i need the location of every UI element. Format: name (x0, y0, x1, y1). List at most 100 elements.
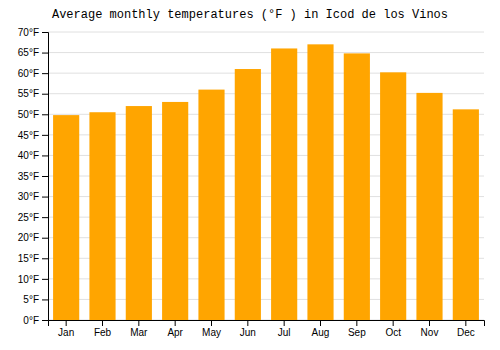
y-tick-label: 5°F (23, 294, 39, 305)
y-tick-mark (42, 135, 48, 136)
y-tick: 30°F (18, 191, 48, 202)
y-tick-label: 50°F (18, 109, 39, 120)
x-tick: Nov (421, 320, 439, 338)
y-tick-mark (42, 53, 48, 54)
y-tick-mark (42, 238, 48, 239)
bar (307, 44, 333, 320)
y-tick-mark (42, 94, 48, 95)
y-tick-label: 30°F (18, 191, 39, 202)
y-tick-mark (42, 114, 48, 115)
y-tick: 25°F (18, 212, 48, 223)
y-tick-label: 0°F (23, 315, 39, 326)
x-axis: JanFebMarAprMayJunJulAugSepOctNovDec (49, 320, 485, 338)
x-tick: Dec (457, 320, 475, 338)
y-tick-label: 70°F (18, 27, 39, 38)
y-tick-mark (42, 258, 48, 259)
x-tick-label: Jan (58, 327, 74, 338)
y-tick: 35°F (18, 171, 48, 182)
x-tick-mark (211, 320, 212, 326)
y-tick-label: 15°F (18, 253, 39, 264)
y-tick-label: 35°F (18, 171, 39, 182)
title: Average monthly temperatures (°F ) in Ic… (52, 8, 448, 22)
bar (380, 72, 406, 320)
bars (53, 44, 479, 320)
x-tick: Jul (278, 320, 291, 338)
bar (89, 112, 115, 320)
x-tick-label: Aug (312, 327, 330, 338)
y-tick-mark (42, 32, 48, 33)
y-tick-mark (42, 299, 48, 300)
bar (416, 93, 442, 320)
x-tick-label: Jun (240, 327, 256, 338)
grid-line (48, 32, 484, 33)
bar (271, 48, 297, 320)
y-tick-mark (42, 279, 48, 280)
x-tick-label: May (202, 327, 221, 338)
y-tick-label: 20°F (18, 232, 39, 243)
x-tick-label: Feb (94, 327, 112, 338)
y-tick: 10°F (18, 274, 48, 285)
x-tick-label: Nov (421, 327, 439, 338)
x-tick: Aug (312, 320, 330, 338)
x-tick-mark (356, 320, 357, 326)
y-tick: 50°F (18, 109, 48, 120)
x-tick-mark (102, 320, 103, 326)
x-tick-mark (247, 320, 248, 326)
y-tick: 5°F (23, 294, 48, 305)
bar (198, 90, 224, 320)
bar (235, 69, 261, 320)
y-tick-mark (42, 73, 48, 74)
y-tick: 45°F (18, 130, 48, 141)
y-tick-label: 55°F (18, 88, 39, 99)
grid-line (48, 52, 484, 53)
y-tick: 40°F (18, 150, 48, 161)
bar (344, 53, 370, 320)
y-tick: 55°F (18, 88, 48, 99)
plot: 0°F 5°F 10°F 15°F 20°F 25°F 30°F 35°F 40°F 45°F 50… (18, 27, 485, 338)
y-tick: 20°F (18, 232, 48, 243)
x-tick: Mar (130, 320, 148, 338)
y-tick-label: 40°F (18, 150, 39, 161)
y-axis-line (42, 33, 49, 321)
y-axis: 0°F 5°F 10°F 15°F 20°F 25°F 30°F 35°F 40°F 45°F 50… (18, 27, 49, 326)
y-tick-label: 60°F (18, 68, 39, 79)
y-tick: 65°F (18, 47, 48, 58)
y-tick-mark (42, 320, 48, 321)
x-tick: Oct (385, 320, 401, 338)
x-tick-label: Mar (130, 327, 148, 338)
bar (162, 102, 188, 320)
x-tick-mark (284, 320, 285, 326)
bar (126, 106, 152, 320)
x-tick: Jan (58, 320, 74, 338)
bar (53, 115, 79, 320)
y-tick-mark (42, 197, 48, 198)
x-tick-mark (66, 320, 67, 326)
x-tick: Apr (167, 320, 183, 338)
y-tick-label: 10°F (18, 274, 39, 285)
x-tick-mark (393, 320, 394, 326)
x-tick-mark (320, 320, 321, 326)
y-tick-label: 65°F (18, 47, 39, 58)
y-tick: 70°F (18, 27, 48, 38)
x-axis-line (49, 321, 485, 327)
x-tick-mark (465, 320, 466, 326)
x-tick-mark (429, 320, 430, 326)
y-tick: 15°F (18, 253, 48, 264)
y-tick: 60°F (18, 68, 48, 79)
y-tick-mark (42, 217, 48, 218)
y-tick-mark (42, 176, 48, 177)
grid (48, 32, 484, 320)
y-tick-label: 25°F (18, 212, 39, 223)
x-tick-mark (138, 320, 139, 326)
x-tick-label: Dec (457, 327, 475, 338)
y-tick-label: 45°F (18, 130, 39, 141)
x-tick: Feb (94, 320, 112, 338)
grid-line (48, 73, 484, 74)
chart: 0°F 5°F 10°F 15°F 20°F 25°F 30°F 35°F 40°F 45°F 50… (0, 0, 500, 350)
x-tick-label: Oct (385, 327, 401, 338)
y-tick-mark (42, 155, 48, 156)
x-tick: May (202, 320, 221, 338)
bar (453, 109, 479, 320)
x-tick: Jun (240, 320, 256, 338)
x-tick-label: Apr (167, 327, 183, 338)
